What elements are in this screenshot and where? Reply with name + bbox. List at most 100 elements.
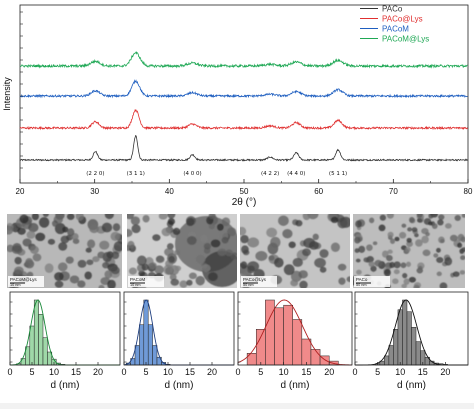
- histogram-x-tick-label: 20: [440, 367, 450, 377]
- histogram-frame: [237, 291, 353, 366]
- histogram-x-tick-label: 0: [7, 367, 12, 377]
- histogram-bar: [265, 299, 275, 366]
- histogram-x-tick-label: 0: [235, 367, 240, 377]
- xrd-chart: (2 2 0) (3 1 1) (4 0 0) (4 2 2) (4 4 0) (5 1 …: [2, 5, 473, 209]
- histogram-bar: [274, 307, 284, 366]
- histogram-1: 0 5 10 15 20 d (nm): [7, 291, 121, 391]
- xrd-peak-label: (4 0 0): [183, 171, 201, 177]
- tem-scale-label: 10 nm: [130, 283, 141, 287]
- xrd-series-paco: [19, 135, 468, 162]
- histogram-bar: [42, 337, 48, 366]
- histogram-bar: [301, 338, 312, 366]
- histogram-bar: [393, 329, 399, 366]
- histogram-x-tick-label: 5: [258, 367, 263, 377]
- tem-label-box: [128, 276, 164, 287]
- xrd-x-tick-label: 20: [16, 187, 25, 196]
- histogram-bar: [143, 299, 149, 366]
- xrd-y-ticks: [20, 11, 23, 169]
- xrd-x-tick-label: 30: [90, 187, 99, 196]
- histogram-x-tick-label: 10: [395, 367, 405, 377]
- xrd-series-paco-at-lys: [19, 109, 468, 131]
- histogram-x-axis-label: d (nm): [281, 380, 310, 391]
- histogram-x-tick-label: 20: [93, 367, 103, 377]
- tem-sample-label: PACo@Lys: [243, 277, 267, 282]
- histogram-bar: [152, 345, 158, 366]
- tem-scale-label: 10 nm: [10, 283, 21, 287]
- tem-sample-label: PACoM@Lys: [10, 277, 37, 282]
- histogram-3: 0 5 10 15 20 d (nm): [235, 291, 353, 391]
- xrd-series-pacom-at-lys: [19, 50, 468, 69]
- legend-entry: PACoM: [382, 25, 409, 34]
- histogram-bar: [384, 355, 390, 366]
- histogram-bar: [283, 304, 293, 366]
- size-histograms: 0 5 10 15 20 d (nm) 0 5 10 15 20 d (nm) 0 5 10 15 20 d (n…: [7, 291, 469, 391]
- histogram-bar: [415, 341, 421, 366]
- histogram-x-tick-label: 15: [301, 367, 311, 377]
- histogram-frame: [9, 291, 121, 366]
- histogram-x-tick-label: 0: [121, 367, 126, 377]
- tem-scale-label: 50 nm: [356, 283, 367, 287]
- xrd-x-axis: 20 30 40 50 60 70 80: [16, 179, 473, 196]
- xrd-x-tick-label: 80: [464, 187, 473, 196]
- histogram-bar: [397, 309, 403, 366]
- histogram-bar: [246, 353, 257, 366]
- histogram-x-tick-label: 0: [352, 367, 357, 377]
- xrd-plot-frame: [19, 4, 469, 184]
- xrd-x-tick-label: 60: [314, 187, 323, 196]
- xrd-peak-labels: (2 2 0) (3 1 1) (4 0 0) (4 2 2) (4 4 0) (5 1 …: [86, 171, 347, 177]
- histogram-bar: [255, 329, 266, 366]
- histogram-x-tick-label: 10: [279, 367, 289, 377]
- legend-entry: PACoM@Lys: [382, 35, 429, 44]
- histogram-x-axis-label: d (nm): [51, 380, 80, 391]
- histogram-x-tick-label: 15: [418, 367, 428, 377]
- histogram-fit-curve: [237, 299, 353, 366]
- histogram-bar: [38, 314, 44, 366]
- histogram-x-axis-label: d (nm): [397, 380, 426, 391]
- histogram-x-tick-label: 5: [143, 367, 148, 377]
- histogram-x-axis-label: d (nm): [165, 380, 194, 391]
- tem-sample-label: PACo: [356, 277, 368, 282]
- histogram-x-tick-label: 10: [163, 367, 173, 377]
- xrd-x-tick-label: 70: [389, 187, 398, 196]
- histogram-bar: [310, 349, 321, 366]
- legend-entry: PACo: [382, 5, 403, 14]
- histogram-2: 0 5 10 15 20 d (nm): [121, 291, 235, 391]
- histogram-4: 0 5 10 15 20 d (nm): [352, 291, 469, 391]
- histogram-x-tick-label: 20: [324, 367, 334, 377]
- xrd-peak-label: (3 1 1): [127, 171, 145, 177]
- histogram-bar: [402, 299, 408, 366]
- histogram-frame: [354, 291, 469, 366]
- xrd-series-pacom: [19, 79, 468, 99]
- histogram-bar: [406, 311, 412, 366]
- histogram-x-tick-label: 15: [185, 367, 195, 377]
- bottom-strip: [0, 403, 474, 409]
- tem-label-box: [8, 276, 44, 287]
- xrd-x-tick-label: 40: [165, 187, 174, 196]
- histogram-bar: [139, 324, 145, 366]
- tem-label-box: [354, 276, 390, 287]
- histogram-x-tick-label: 20: [207, 367, 217, 377]
- histogram-bar: [147, 324, 153, 366]
- tem-scale-label: 50 nm: [243, 283, 254, 287]
- tem-label-box: [241, 276, 277, 287]
- legend-entry: PACo@Lys: [382, 15, 423, 24]
- histogram-bar: [388, 345, 394, 366]
- histogram-bar: [292, 319, 303, 366]
- histogram-x-tick-label: 5: [29, 367, 34, 377]
- histogram-bar: [29, 325, 35, 366]
- xrd-peak-label: (2 2 0): [86, 171, 104, 177]
- histogram-x-tick-label: 10: [49, 367, 59, 377]
- xrd-traces: [19, 50, 468, 162]
- histogram-bar: [33, 299, 39, 366]
- histogram-x-tick-label: 15: [71, 367, 81, 377]
- xrd-x-axis-label: 2θ (°): [232, 197, 257, 208]
- xrd-peak-label: (5 1 1): [329, 171, 347, 177]
- histogram-frame: [123, 291, 235, 366]
